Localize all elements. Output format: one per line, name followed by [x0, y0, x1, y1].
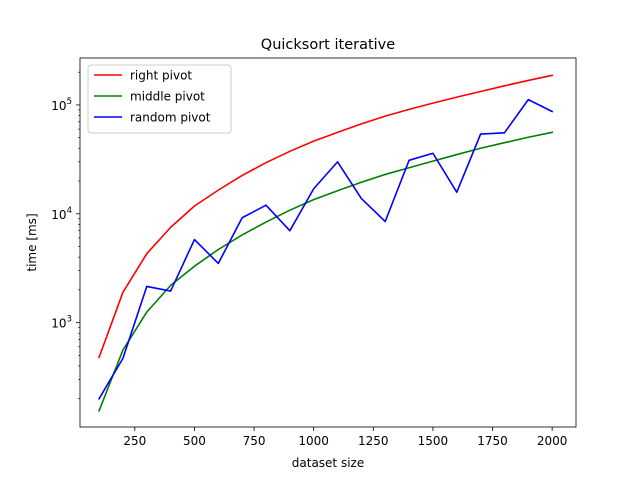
- x-tick-label: 2000: [537, 434, 568, 448]
- legend-label-0: right pivot: [130, 69, 192, 83]
- plot-frame: [79, 57, 577, 428]
- x-tick-label: 500: [183, 434, 206, 448]
- chart-title: Quicksort iterative: [261, 37, 395, 53]
- plot-area: [97, 74, 554, 412]
- legend-label-2: random pivot: [130, 111, 211, 125]
- x-axis-label: dataset size: [292, 456, 364, 470]
- x-tick-label: 1000: [298, 434, 329, 448]
- y-axis-label: time [ms]: [25, 213, 39, 271]
- legend: right pivot middle pivot random pivot: [87, 64, 232, 134]
- series-line-0: [98, 74, 554, 359]
- x-tick-label: 1500: [418, 434, 449, 448]
- y-tick-label: 103: [51, 315, 72, 331]
- x-tick-label: 1250: [358, 434, 389, 448]
- y-axis: 103 104 105: [51, 71, 80, 400]
- x-tick-label: 1750: [477, 434, 508, 448]
- x-tick-label: 250: [123, 434, 146, 448]
- y-tick-label: 104: [51, 206, 72, 222]
- legend-label-1: middle pivot: [130, 90, 205, 104]
- series-line-2: [97, 98, 554, 400]
- y-tick-label: 105: [51, 97, 72, 113]
- legend-frame: [87, 64, 232, 134]
- x-axis: 250 500 750 1000 1250 1500 1750 2000: [123, 427, 567, 448]
- x-tick-label: 750: [243, 434, 266, 448]
